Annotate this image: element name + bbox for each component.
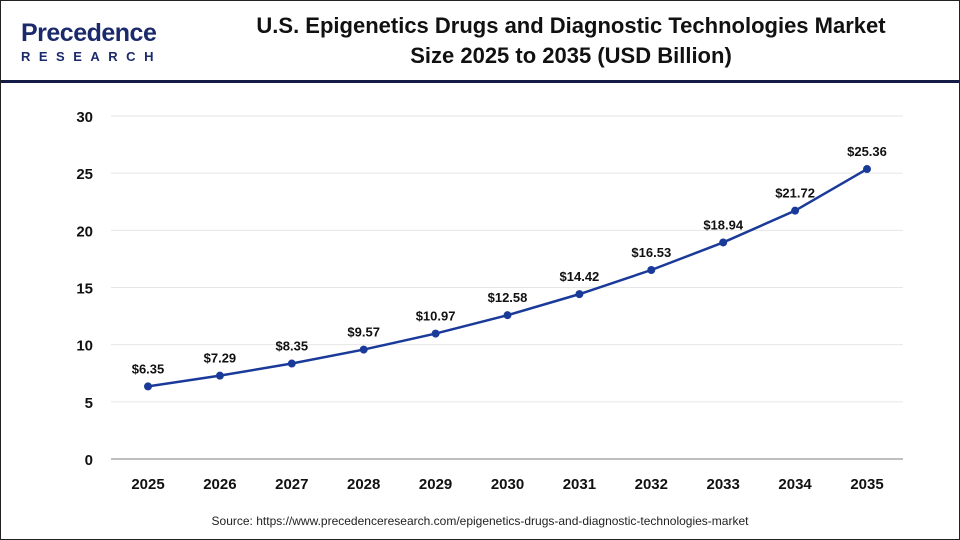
data-label: $7.29	[204, 351, 237, 366]
data-point	[503, 311, 512, 320]
data-point	[359, 345, 368, 354]
data-point	[791, 206, 800, 215]
x-tick-label: 2034	[778, 476, 812, 493]
data-point	[215, 371, 224, 380]
data-point	[287, 359, 296, 368]
y-tick-label: 20	[76, 223, 93, 240]
x-tick-label: 2029	[419, 476, 452, 493]
y-tick-label: 30	[76, 109, 93, 126]
header-rule	[1, 80, 959, 83]
data-label: $21.72	[775, 186, 815, 201]
y-tick-label: 25	[76, 166, 93, 183]
data-point	[431, 329, 440, 338]
y-tick-label: 5	[85, 395, 93, 412]
data-label: $9.57	[347, 325, 380, 340]
x-tick-label: 2028	[347, 476, 380, 493]
x-tick-label: 2033	[707, 476, 740, 493]
data-label: $8.35	[276, 339, 309, 354]
data-label: $6.35	[132, 361, 165, 376]
x-tick-label: 2030	[491, 476, 524, 493]
brand-logo: Precedence RESEARCH	[17, 19, 167, 65]
y-tick-label: 0	[85, 452, 93, 469]
x-tick-label: 2031	[563, 476, 596, 493]
title-line2: Size 2025 to 2035 (USD Billion)	[410, 43, 732, 68]
data-point	[647, 266, 656, 275]
series-line	[147, 167, 868, 388]
logo-line2: RESEARCH	[21, 49, 162, 64]
x-tick-label: 2032	[635, 476, 668, 493]
data-point	[575, 290, 584, 299]
data-point	[144, 382, 152, 391]
y-tick-label: 15	[76, 281, 93, 298]
x-tick-label: 2025	[131, 476, 164, 493]
data-label: $14.42	[560, 269, 600, 284]
source-note: Source: https://www.precedenceresearch.c…	[211, 514, 749, 528]
title-line1: U.S. Epigenetics Drugs and Diagnostic Te…	[256, 13, 886, 38]
x-tick-label: 2026	[203, 476, 236, 493]
chart-title: U.S. Epigenetics Drugs and Diagnostic Te…	[201, 11, 941, 71]
data-label: $16.53	[631, 245, 671, 260]
data-label: $18.94	[703, 217, 744, 232]
data-label: $10.97	[416, 309, 456, 324]
data-label: $12.58	[488, 290, 528, 305]
y-tick-label: 10	[76, 338, 93, 355]
data-point	[863, 165, 871, 174]
logo-line1: Precedence	[21, 19, 157, 47]
x-tick-label: 2035	[850, 476, 883, 493]
data-label: $25.36	[847, 144, 887, 159]
data-point	[719, 238, 728, 247]
x-tick-label: 2027	[275, 476, 308, 493]
